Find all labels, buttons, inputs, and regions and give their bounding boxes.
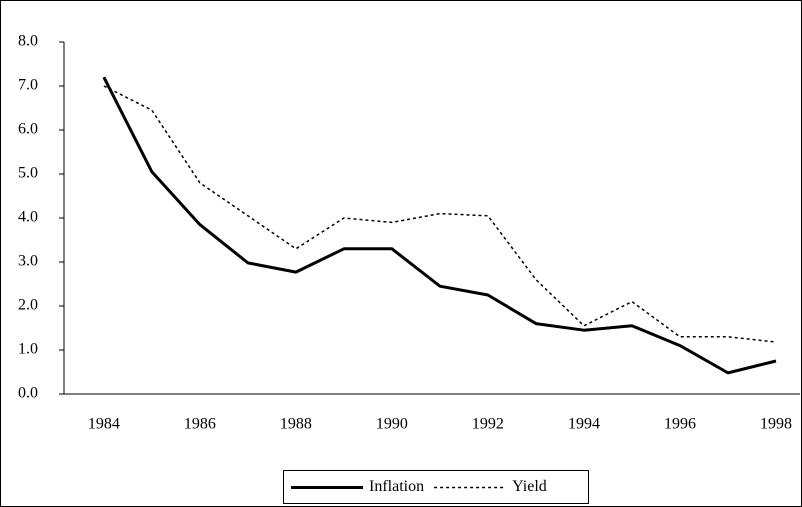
y-tick-label: 2.0 bbox=[18, 297, 38, 314]
x-tick-label: 1984 bbox=[88, 416, 120, 433]
y-tick-label: 3.0 bbox=[18, 253, 38, 270]
y-tick-label: 0.0 bbox=[18, 385, 38, 402]
y-tick-label: 5.0 bbox=[18, 165, 38, 182]
legend-label: Inflation bbox=[369, 478, 424, 495]
y-tick-label: 7.0 bbox=[18, 77, 38, 94]
y-tick-label: 1.0 bbox=[18, 341, 38, 358]
y-tick-label: 4.0 bbox=[18, 209, 38, 226]
y-tick-label: 6.0 bbox=[18, 121, 38, 138]
x-tick-label: 1990 bbox=[376, 416, 408, 433]
legend-label: Yield bbox=[512, 478, 547, 495]
x-tick-label: 1998 bbox=[760, 416, 792, 433]
x-tick-label: 1996 bbox=[664, 416, 696, 433]
x-tick-label: 1992 bbox=[472, 416, 504, 433]
x-tick-label: 1986 bbox=[184, 416, 216, 433]
x-tick-label: 1988 bbox=[280, 416, 312, 433]
x-tick-label: 1994 bbox=[568, 416, 600, 433]
data-line bbox=[102, 76, 777, 375]
y-tick-label: 8.0 bbox=[18, 33, 38, 50]
